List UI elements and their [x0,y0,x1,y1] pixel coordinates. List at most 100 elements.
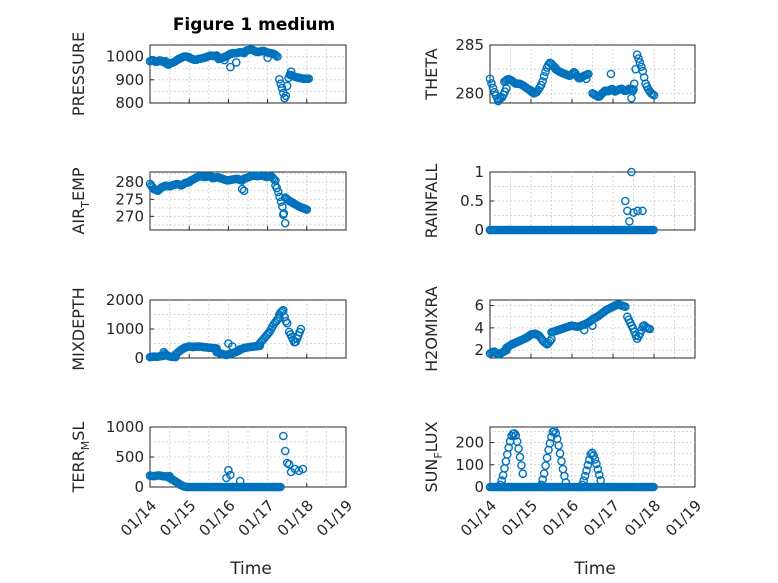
data-point [633,206,642,216]
data-point [638,206,647,216]
data-point [495,480,505,490]
data-point [592,459,601,469]
y-axis-label-sub: M [79,441,92,451]
data-point [487,79,496,88]
data-point [649,482,658,492]
data-point [589,451,598,460]
data-point [493,96,503,106]
y-axis-label: SUNFLUX [422,421,445,492]
y-axis-label: RAINFALL [422,164,441,239]
y-tick-label: 1000 [106,48,144,66]
data-point [280,218,290,228]
data-point [504,443,514,452]
data-point [276,482,285,492]
data-point [182,482,192,492]
subplot-2: 280 285 THETA [422,36,696,106]
data-point [649,225,658,235]
y-tick-label: 270 [115,207,144,225]
y-tick-label: 800 [115,94,144,112]
y-tick-label: 900 [115,71,144,89]
data-point [541,67,550,77]
data-point [629,79,639,88]
data-point [645,324,655,334]
data-point [557,456,566,466]
x-tick-label: 01/19 [662,497,705,540]
data-point [596,476,606,485]
x-axis-label-right: Time [573,559,616,579]
subplot-5: 0 1000 2000 MIXDEPTH [69,287,347,371]
x-tick-label: 01/14 [457,497,500,540]
data-point [514,444,523,453]
data-point [273,52,282,61]
data-point [580,325,589,335]
y-tick-label: 0 [474,478,484,496]
data-point [280,446,290,456]
data-point [239,186,249,196]
data-point [282,318,292,328]
data-point [593,465,603,474]
data-point [212,344,221,353]
data-point [298,464,308,474]
y-tick-label: 1000 [106,418,144,436]
data-point [541,461,550,470]
data-point [268,173,278,183]
y-axis-label: AIRTEMP [69,167,92,234]
y-tick-label: 1 [474,163,484,181]
y-tick-label: 0.5 [460,192,484,210]
data-point [551,428,561,438]
x-tick-label: 01/14 [117,497,160,540]
y-axis-label-main: MIXDEPTH [69,287,88,370]
data-point [273,187,283,197]
data-point [517,461,526,470]
data-point [621,302,630,311]
y-axis-label-sub: T [79,201,92,209]
data-point [228,482,237,492]
data-point [649,90,659,100]
data-point [629,208,638,217]
y-axis-label-main: AIR [69,208,88,235]
data-point [488,83,498,93]
data-point [231,58,241,67]
data-point [627,167,636,177]
y-axis-label-main: PRESSURE [69,32,88,116]
y-tick-label: 285 [455,36,484,54]
data-point [538,475,547,484]
x-axis-label-left: Time [229,559,272,579]
data-point [542,453,552,463]
y-axis-label-tail: SL [69,422,88,441]
figure-title: Figure 1 medium [173,15,335,35]
y-tick-label: 6 [474,297,484,315]
data-point [583,460,593,470]
data-point [485,225,495,235]
y-axis-label: H2OMIXRA [422,286,441,372]
data-point [277,83,287,93]
data-point [304,74,314,83]
data-point [281,316,291,326]
data-point [554,441,563,450]
y-tick-label: 500 [115,448,144,466]
data-point [237,184,247,194]
y-axis-label: MIXDEPTH [69,287,88,370]
y-axis-label: PRESSURE [69,32,88,116]
data-point [278,431,288,441]
y-tick-label: 0 [134,478,144,496]
y-axis-label: THETA [422,48,441,100]
data-point [511,431,521,440]
data-point [584,69,593,79]
y-tick-label: 1000 [106,320,144,338]
data-point [296,324,306,334]
data-point [538,77,547,86]
data-point [582,74,591,84]
y-tick-label: 200 [455,434,484,452]
y-tick-label: 100 [455,456,484,474]
data-point [561,478,571,487]
y-tick-label: 0 [474,221,484,239]
data-point [228,342,237,351]
y-tick-label: 280 [455,84,484,102]
data-point [235,476,245,486]
y-axis-label-main: TERR [69,450,88,493]
data-point [541,338,550,348]
